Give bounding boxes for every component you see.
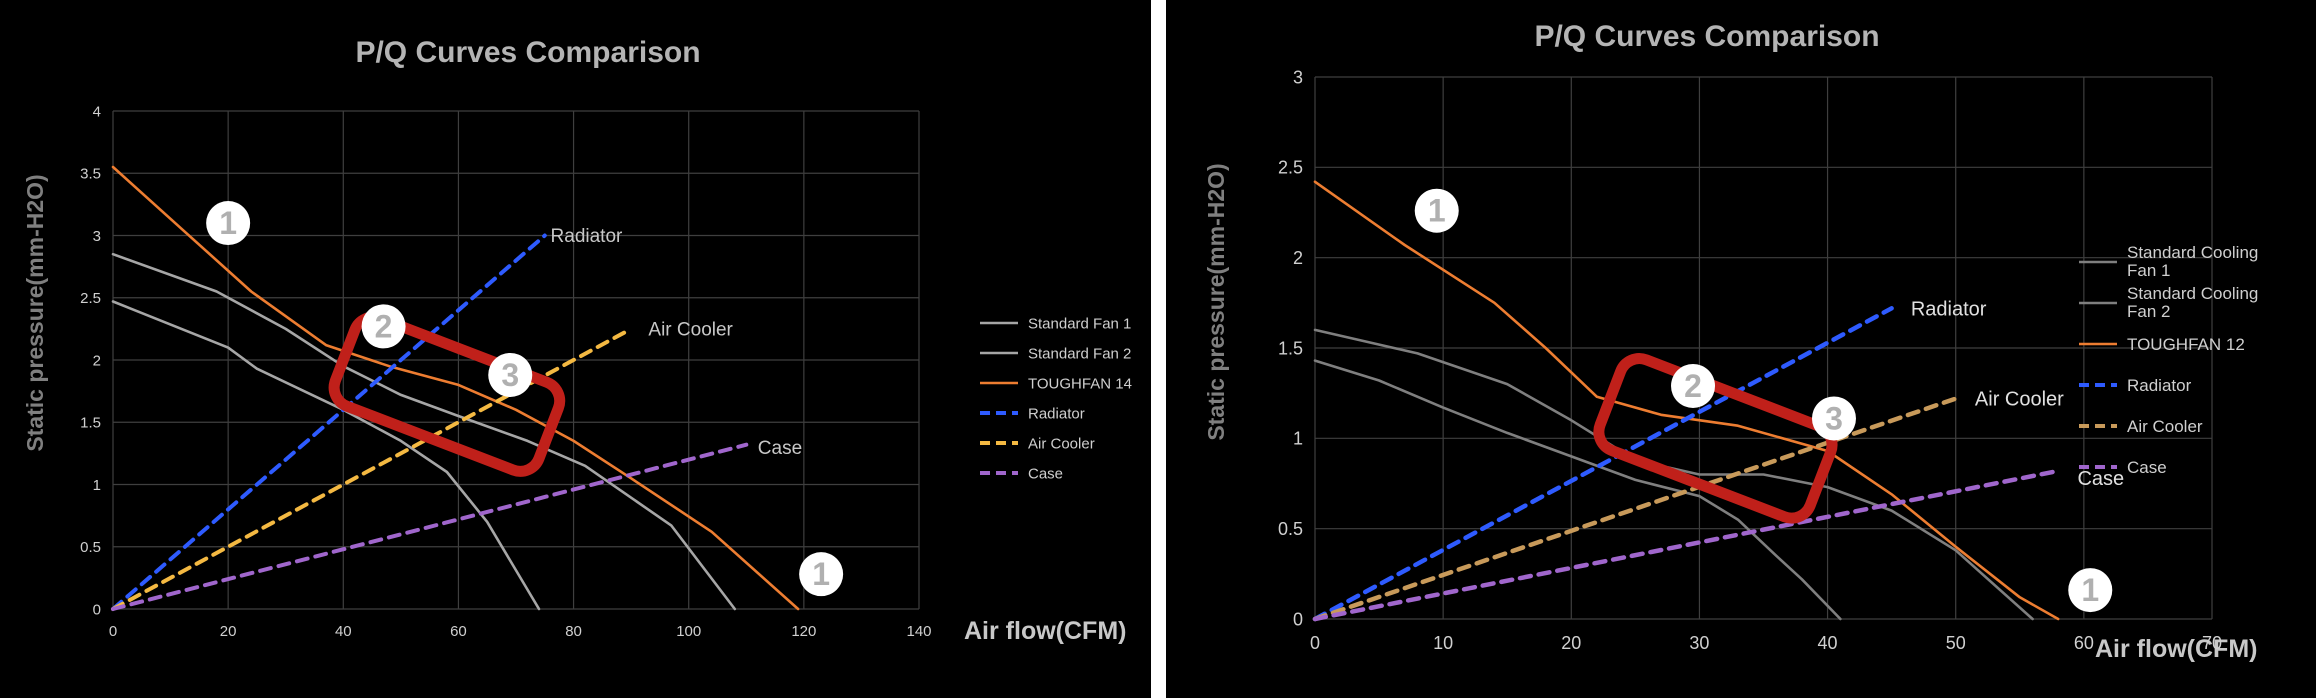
series-line-standard-fan-2 xyxy=(111,252,737,611)
x-tick-label: 80 xyxy=(565,623,582,640)
series-line-toughfan-14 xyxy=(111,165,800,611)
y-tick-label: 0.5 xyxy=(1278,519,1303,539)
x-tick-label: 120 xyxy=(791,623,816,640)
series-line-radiator xyxy=(1312,306,1894,622)
x-tick-label: 40 xyxy=(335,623,352,640)
y-tick-label: 0 xyxy=(93,601,101,618)
legend-label: TOUGHFAN 12 xyxy=(2127,335,2245,354)
y-tick-label: 2.5 xyxy=(80,290,101,307)
x-tick-label: 20 xyxy=(220,623,237,640)
x-tick-label: 40 xyxy=(1818,633,1838,653)
series-line-case xyxy=(111,442,749,611)
y-tick-label: 1.5 xyxy=(1278,338,1303,358)
legend-label: Standard Cooling Fan 2 xyxy=(2127,284,2258,321)
x-tick-label: 70 xyxy=(2202,633,2222,653)
series-line-air-cooler xyxy=(111,326,634,611)
marker-number: 2 xyxy=(1684,368,1702,404)
y-axis-label: Static pressure(mm-H2O) xyxy=(1203,163,1229,440)
legend: Standard Cooling Fan 1 Standard Cooling Fan… xyxy=(2079,243,2258,477)
marker-number: 1 xyxy=(219,205,237,241)
marker-number: 3 xyxy=(501,357,519,393)
legend-label: Standard Cooling Fan 1 xyxy=(2127,243,2258,280)
marker-circle xyxy=(2068,568,2113,613)
line-label: Radiator xyxy=(1911,298,1987,320)
marker-circle xyxy=(206,201,251,246)
line-label: Radiator xyxy=(551,226,623,247)
legend-label: Air Cooler xyxy=(2127,417,2203,436)
marker-circle xyxy=(1671,363,1716,408)
marker-number: 1 xyxy=(1428,193,1446,229)
x-tick-label: 10 xyxy=(1433,633,1453,653)
line-label: Case xyxy=(2077,468,2124,490)
chart-title: P/Q Curves Comparison xyxy=(1534,20,1879,53)
x-tick-label: 0 xyxy=(1310,633,1320,653)
highlight-box xyxy=(328,311,566,477)
y-tick-label: 2 xyxy=(1293,248,1303,268)
y-tick-label: 0.5 xyxy=(80,539,101,556)
y-tick-label: 1.5 xyxy=(80,415,101,432)
series-line-case xyxy=(1312,468,2061,622)
marker-number: 2 xyxy=(375,308,393,344)
highlight-box xyxy=(1593,353,1838,524)
legend: Standard Fan 1 Standard Fan 2 TOUGHFAN 14 R… xyxy=(980,315,1132,482)
legend-label: Air Cooler xyxy=(1028,435,1095,452)
y-tick-label: 1 xyxy=(93,477,101,494)
line-label: Air Cooler xyxy=(648,320,733,341)
marker-number: 3 xyxy=(1825,400,1843,436)
series-line-radiator xyxy=(111,233,547,611)
x-tick-label: 140 xyxy=(906,623,931,640)
y-tick-label: 2.5 xyxy=(1278,158,1303,178)
marker-circle xyxy=(488,352,533,397)
y-tick-label: 2 xyxy=(93,352,101,369)
legend-label: Standard Fan 2 xyxy=(1028,345,1131,362)
y-axis-label: Static pressure(mm-H2O) xyxy=(22,174,48,451)
legend-label: Standard Fan 1 xyxy=(1028,315,1131,332)
x-tick-label: 20 xyxy=(1561,633,1581,653)
legend-label: Radiator xyxy=(2127,376,2192,395)
x-tick-label: 60 xyxy=(450,623,467,640)
marker-circle xyxy=(799,552,844,597)
x-tick-label: 100 xyxy=(676,623,701,640)
series-line-standard-cooling-fan-2 xyxy=(1313,328,2034,621)
marker-number: 1 xyxy=(2081,572,2099,608)
x-tick-label: 50 xyxy=(1946,633,1966,653)
y-tick-label: 1 xyxy=(1293,429,1303,449)
legend-label: TOUGHFAN 14 xyxy=(1028,375,1132,392)
x-tick-label: 0 xyxy=(109,623,117,640)
gridlines xyxy=(1314,76,2213,620)
marker-number: 1 xyxy=(812,556,830,592)
marker-circle xyxy=(1414,188,1459,233)
line-label: Case xyxy=(758,438,802,459)
y-tick-label: 3 xyxy=(93,228,101,245)
x-axis-label: Air flow(CFM) xyxy=(964,617,1126,645)
x-tick-label: 60 xyxy=(2074,633,2094,653)
series-line-air-cooler xyxy=(1312,396,1958,622)
x-tick-label: 30 xyxy=(1689,633,1709,653)
y-tick-label: 3 xyxy=(1293,67,1303,87)
y-tick-label: 3.5 xyxy=(80,166,101,183)
chart-right: P/Q Curves Comparison Static pressure(mm… xyxy=(1203,20,2258,663)
x-axis-label: Air flow(CFM) xyxy=(2095,635,2257,663)
legend-label: Case xyxy=(1028,465,1063,482)
y-tick-label: 4 xyxy=(93,103,101,120)
marker-circle xyxy=(361,304,406,349)
chart-title: P/Q Curves Comparison xyxy=(355,36,700,69)
series-line-standard-cooling-fan-1 xyxy=(1313,359,1842,621)
chart-left: P/Q Curves Comparison Static pressure(mm… xyxy=(22,36,1132,645)
series-line-toughfan-12 xyxy=(1313,180,2060,621)
marker-circle xyxy=(1811,396,1856,441)
chart-panel-left: P/Q Curves Comparison Static pressure(mm… xyxy=(0,0,1151,698)
legend-label: Radiator xyxy=(1028,405,1085,422)
chart-panel-right: P/Q Curves Comparison Static pressure(mm… xyxy=(1166,0,2316,698)
legend-label: Case xyxy=(2127,458,2167,477)
y-tick-label: 0 xyxy=(1293,609,1303,629)
line-label: Air Cooler xyxy=(1975,389,2064,411)
